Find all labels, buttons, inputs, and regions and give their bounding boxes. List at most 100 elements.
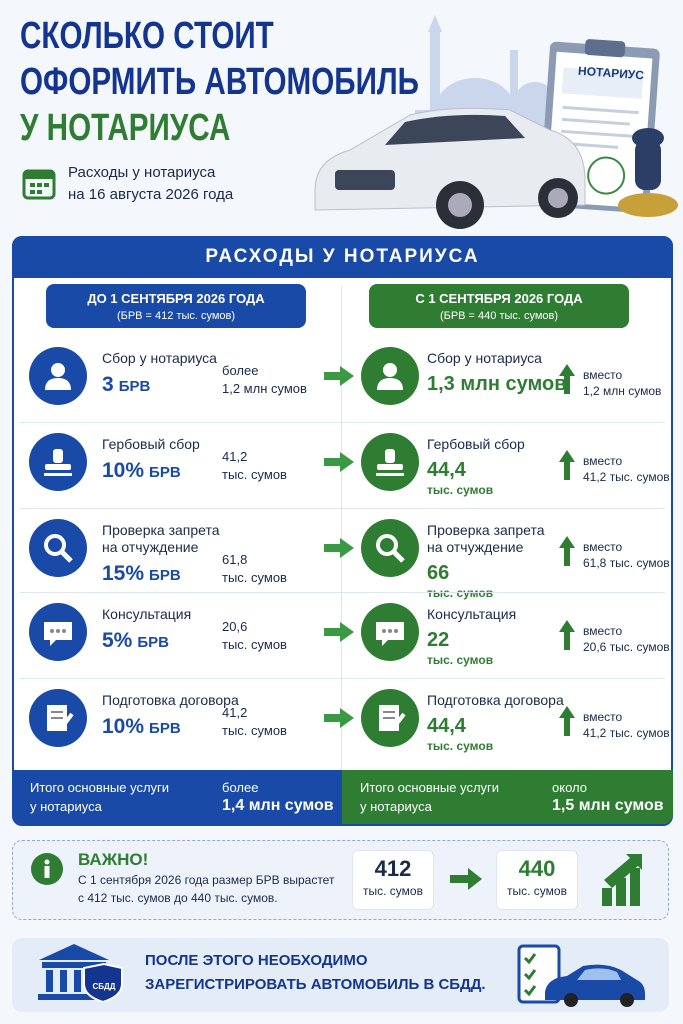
- brv-value: 440: [518, 856, 556, 881]
- footer-line: ЗАРЕГИСТРИРОВАТЬ АВТОМОБИЛЬ В СБДД.: [145, 976, 486, 993]
- info-icon: [30, 852, 64, 891]
- section-title: РАСХОДЫ У НОТАРИУСА: [205, 246, 480, 267]
- service-name: Сбор у нотариуса: [427, 350, 542, 366]
- compare: вместо: [583, 540, 623, 554]
- subtitle: Расходы у нотариуса: [68, 164, 216, 181]
- icon: [360, 432, 420, 497]
- before-amount: тыс. сумов: [222, 570, 287, 585]
- before-amount: 41,2: [222, 705, 248, 720]
- after-unit: тыс. сумов: [427, 653, 494, 667]
- totals-value: 1,5 млн сумов: [552, 797, 664, 814]
- column-header: [46, 284, 306, 328]
- subtitle: на 16 августа 2026 года: [68, 186, 234, 203]
- service-name: Проверка запрета: [102, 522, 220, 538]
- icon: [28, 432, 88, 497]
- service-name: на отчуждение: [427, 539, 524, 555]
- totals-label: Итого основные услуги: [30, 780, 170, 795]
- icon: [28, 518, 88, 583]
- compare: вместо: [583, 624, 623, 638]
- totals-label: у нотариуса: [30, 799, 102, 814]
- icon: [28, 602, 88, 667]
- icon: [360, 518, 420, 583]
- after-unit: тыс. сумов: [427, 739, 494, 753]
- rate: 10% БРВ: [102, 715, 181, 738]
- after-value: 44,4: [427, 459, 466, 481]
- before-amount: 41,2: [222, 449, 248, 464]
- after-value: 1,3 млн сумов: [427, 373, 567, 395]
- brv-value: 412: [374, 856, 412, 881]
- column-note: (БРВ = 412 тыс. сумов): [116, 310, 236, 322]
- divider: [341, 286, 342, 772]
- column-header: [369, 284, 629, 328]
- totals-label: у нотариуса: [360, 799, 432, 814]
- row-separator: [20, 592, 665, 593]
- growth-icon: [600, 850, 650, 913]
- compare: 41,2 тыс. сумов: [583, 726, 670, 740]
- title-line: СКОЛЬКО СТОИТ: [20, 15, 274, 57]
- compare: 41,2 тыс. сумов: [583, 470, 670, 484]
- after-value: 44,4: [427, 715, 466, 737]
- row-separator: [20, 508, 665, 509]
- service-name: Подготовка договора: [427, 692, 564, 708]
- before-amount: более: [222, 363, 259, 378]
- compare: 61,8 тыс. сумов: [583, 556, 670, 570]
- compare: вместо: [583, 454, 623, 468]
- main-panel: [12, 236, 673, 826]
- important-title: ВАЖНО!: [78, 850, 149, 869]
- rate-unit: БРВ: [149, 464, 181, 481]
- icon: [360, 602, 420, 667]
- footer-badge: СБДД: [92, 982, 116, 991]
- brv-unit: тыс. сумов: [363, 884, 423, 898]
- rate: 5% БРВ: [102, 629, 169, 652]
- compare: 20,6 тыс. сумов: [583, 640, 670, 654]
- brv-box: [352, 850, 434, 910]
- column-note: (БРВ = 440 тыс. сумов): [439, 310, 559, 322]
- illustration: [314, 15, 678, 229]
- icon: [360, 346, 420, 411]
- before-amount: тыс. сумов: [222, 723, 287, 738]
- before-amount: тыс. сумов: [222, 467, 287, 482]
- before-amount: 20,6: [222, 619, 248, 634]
- totals-value: 1,4 млн сумов: [222, 797, 334, 814]
- icon: [28, 688, 88, 753]
- arrow: [322, 536, 356, 565]
- important-text: С 1 сентября 2026 года размер БРВ выраст…: [78, 873, 335, 887]
- rate-unit: БРВ: [149, 720, 181, 737]
- building-icon: [34, 940, 124, 1007]
- after-unit: тыс. сумов: [427, 586, 494, 600]
- service-name: Сбор у нотариуса: [102, 350, 217, 366]
- title-line: ОФОРМИТЬ АВТОМОБИЛЬ: [20, 61, 419, 103]
- service-name: Подготовка договора: [102, 692, 239, 708]
- rate: 10% БРВ: [102, 459, 181, 482]
- title-line: У НОТАРИУСА: [20, 107, 231, 149]
- icon: [28, 346, 88, 411]
- arrow: [322, 450, 356, 479]
- car-doc-icon: [515, 942, 650, 1013]
- arrow: [448, 866, 484, 897]
- rate-unit: БРВ: [137, 634, 169, 651]
- service-name: Проверка запрета: [427, 522, 545, 538]
- totals-note: около: [552, 780, 587, 795]
- service-name: на отчуждение: [102, 539, 199, 555]
- totals-label: Итого основные услуги: [360, 780, 500, 795]
- up-arrow: [558, 362, 576, 401]
- service-name: Гербовый сбор: [427, 436, 525, 452]
- row-separator: [20, 422, 665, 423]
- arrow: [322, 706, 356, 735]
- service-name: Консультация: [102, 606, 192, 622]
- compare: 1,2 млн сумов: [583, 384, 662, 398]
- after-value: 66: [427, 562, 450, 584]
- service-name: Консультация: [427, 606, 517, 622]
- brv-box: [496, 850, 578, 910]
- important-text: с 412 тыс. сумов до 440 тыс. сумов.: [78, 891, 278, 905]
- calendar-icon: [22, 169, 56, 200]
- row-separator: [20, 678, 665, 679]
- arrow: [322, 364, 356, 393]
- totals-bar: [12, 770, 342, 824]
- after-value: 22: [427, 629, 450, 651]
- column-title: С 1 СЕНТЯБРЯ 2026 ГОДА: [415, 291, 583, 306]
- after-unit: тыс. сумов: [427, 483, 494, 497]
- compare: вместо: [583, 710, 623, 724]
- icon: [360, 688, 420, 753]
